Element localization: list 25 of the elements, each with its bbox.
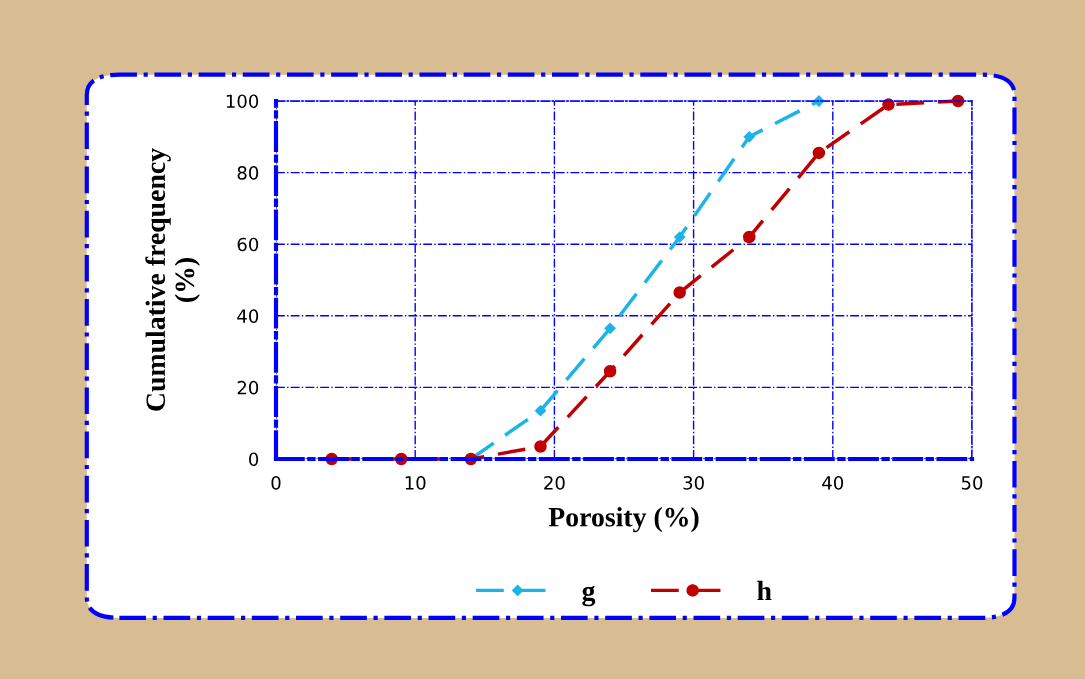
point bbox=[534, 405, 547, 417]
x-tick-label: 30 bbox=[683, 475, 704, 490]
y-tick-label: 20 bbox=[237, 380, 259, 395]
y-tick-label: 80 bbox=[237, 166, 259, 180]
legend-label: h bbox=[757, 580, 772, 601]
point bbox=[534, 440, 547, 453]
x-tick-label: 10 bbox=[405, 475, 426, 490]
x-axis-title: Porosity (%) bbox=[548, 507, 699, 533]
y-tick-label: 0 bbox=[249, 452, 259, 467]
y-tick-label: 40 bbox=[237, 309, 259, 323]
x-tick-label: 40 bbox=[822, 475, 844, 490]
x-tick-label: 20 bbox=[544, 475, 565, 490]
point bbox=[604, 322, 616, 334]
point bbox=[603, 365, 617, 378]
point bbox=[743, 230, 756, 244]
point bbox=[674, 231, 686, 243]
x-tick-label: 50 bbox=[961, 475, 983, 490]
y-axis-title: Cumulative frequency (%) bbox=[145, 148, 200, 411]
x-tick-label: 0 bbox=[271, 475, 281, 490]
legend-label: g bbox=[582, 585, 596, 607]
point bbox=[673, 286, 686, 299]
point bbox=[812, 146, 826, 160]
y-tick-label: 60 bbox=[237, 237, 259, 252]
y-tick-label: 100 bbox=[226, 94, 259, 109]
point bbox=[743, 131, 755, 143]
